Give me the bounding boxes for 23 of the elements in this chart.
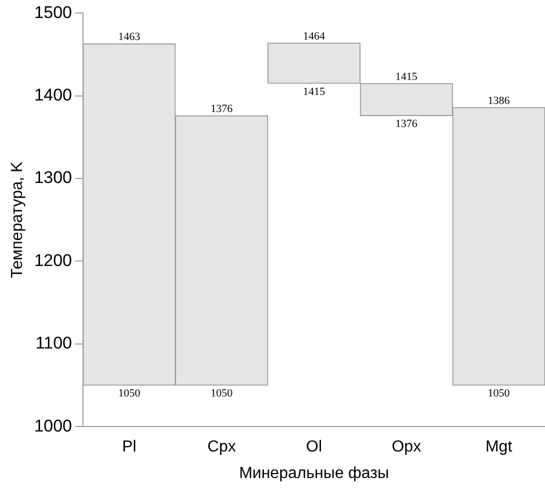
y-tick-label: 1200 — [34, 250, 72, 270]
annotation: 1386 — [488, 94, 510, 107]
annotation: 1415 — [395, 70, 418, 83]
x-tick-label: Opx — [392, 438, 422, 456]
y-axis-title: Температура, K — [9, 161, 26, 278]
y-tick-label: 1000 — [34, 416, 72, 436]
annotation: 1463 — [118, 31, 141, 44]
annotation: 1376 — [210, 103, 234, 116]
x-tick-label: Cpx — [207, 438, 236, 456]
x-tick-label: Ol — [306, 438, 322, 456]
x-tick-label: Mgt — [485, 438, 513, 456]
y-tick-label: 1300 — [34, 168, 72, 188]
annotation: 1050 — [210, 388, 234, 400]
annotation: 1050 — [118, 388, 141, 400]
x-tick-label: Pl — [122, 438, 136, 456]
y-tick-label: 1400 — [34, 86, 72, 105]
y-tick-label: 1500 — [34, 2, 72, 22]
annotation: 1050 — [488, 388, 510, 400]
annotation: 1376 — [395, 118, 418, 130]
x-axis-title: Минеральные фазы — [239, 464, 389, 482]
annotation: 1464 — [303, 30, 326, 42]
y-tick-label: 1100 — [35, 334, 72, 353]
annotation: 1415 — [303, 86, 326, 98]
